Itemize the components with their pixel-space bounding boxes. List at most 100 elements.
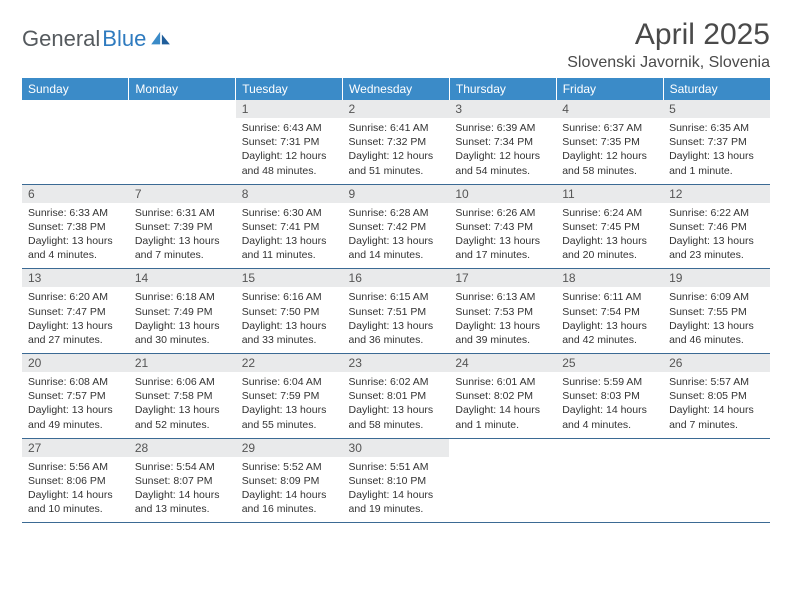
- calendar-cell: 23Sunrise: 6:02 AMSunset: 8:01 PMDayligh…: [343, 354, 450, 439]
- day-body: Sunrise: 6:30 AMSunset: 7:41 PMDaylight:…: [236, 203, 343, 269]
- day-number: 18: [556, 269, 663, 287]
- calendar-cell: 5Sunrise: 6:35 AMSunset: 7:37 PMDaylight…: [663, 100, 770, 184]
- title-block: April 2025 Slovenski Javornik, Slovenia: [567, 18, 770, 72]
- day-number: 1: [236, 100, 343, 118]
- calendar-cell: 19Sunrise: 6:09 AMSunset: 7:55 PMDayligh…: [663, 269, 770, 354]
- day-body: Sunrise: 6:01 AMSunset: 8:02 PMDaylight:…: [449, 372, 556, 438]
- calendar-cell: [556, 438, 663, 523]
- day-body: Sunrise: 6:04 AMSunset: 7:59 PMDaylight:…: [236, 372, 343, 438]
- calendar-cell: 29Sunrise: 5:52 AMSunset: 8:09 PMDayligh…: [236, 438, 343, 523]
- weekday-header: Sunday: [22, 78, 129, 100]
- day-number: 28: [129, 439, 236, 457]
- day-number: 22: [236, 354, 343, 372]
- brand-logo: GeneralBlue: [22, 26, 172, 52]
- calendar-cell: 20Sunrise: 6:08 AMSunset: 7:57 PMDayligh…: [22, 354, 129, 439]
- calendar-cell: 4Sunrise: 6:37 AMSunset: 7:35 PMDaylight…: [556, 100, 663, 184]
- day-number: 2: [343, 100, 450, 118]
- day-body: Sunrise: 6:26 AMSunset: 7:43 PMDaylight:…: [449, 203, 556, 269]
- day-body: Sunrise: 6:39 AMSunset: 7:34 PMDaylight:…: [449, 118, 556, 184]
- calendar-cell: [22, 100, 129, 184]
- calendar-cell: 11Sunrise: 6:24 AMSunset: 7:45 PMDayligh…: [556, 184, 663, 269]
- day-number: 20: [22, 354, 129, 372]
- calendar-cell: 7Sunrise: 6:31 AMSunset: 7:39 PMDaylight…: [129, 184, 236, 269]
- calendar-cell: 15Sunrise: 6:16 AMSunset: 7:50 PMDayligh…: [236, 269, 343, 354]
- calendar-head: SundayMondayTuesdayWednesdayThursdayFrid…: [22, 78, 770, 100]
- weekday-header: Saturday: [663, 78, 770, 100]
- day-number: 4: [556, 100, 663, 118]
- calendar-cell: 25Sunrise: 5:59 AMSunset: 8:03 PMDayligh…: [556, 354, 663, 439]
- calendar-cell: 18Sunrise: 6:11 AMSunset: 7:54 PMDayligh…: [556, 269, 663, 354]
- day-number: 7: [129, 185, 236, 203]
- calendar-table: SundayMondayTuesdayWednesdayThursdayFrid…: [22, 78, 770, 523]
- calendar-cell: 28Sunrise: 5:54 AMSunset: 8:07 PMDayligh…: [129, 438, 236, 523]
- brand-sail-icon: [150, 31, 172, 47]
- calendar-cell: 22Sunrise: 6:04 AMSunset: 7:59 PMDayligh…: [236, 354, 343, 439]
- page-subtitle: Slovenski Javornik, Slovenia: [567, 54, 770, 72]
- day-number: 3: [449, 100, 556, 118]
- day-body: Sunrise: 6:31 AMSunset: 7:39 PMDaylight:…: [129, 203, 236, 269]
- calendar-cell: [663, 438, 770, 523]
- day-body: Sunrise: 6:33 AMSunset: 7:38 PMDaylight:…: [22, 203, 129, 269]
- calendar-body: 1Sunrise: 6:43 AMSunset: 7:31 PMDaylight…: [22, 100, 770, 523]
- day-number: 25: [556, 354, 663, 372]
- brand-part2: Blue: [102, 26, 146, 52]
- weekday-header: Tuesday: [236, 78, 343, 100]
- day-body: Sunrise: 6:15 AMSunset: 7:51 PMDaylight:…: [343, 287, 450, 353]
- day-body: Sunrise: 6:06 AMSunset: 7:58 PMDaylight:…: [129, 372, 236, 438]
- weekday-header: Wednesday: [343, 78, 450, 100]
- calendar-cell: 13Sunrise: 6:20 AMSunset: 7:47 PMDayligh…: [22, 269, 129, 354]
- calendar-cell: 8Sunrise: 6:30 AMSunset: 7:41 PMDaylight…: [236, 184, 343, 269]
- day-number: 24: [449, 354, 556, 372]
- calendar-cell: 24Sunrise: 6:01 AMSunset: 8:02 PMDayligh…: [449, 354, 556, 439]
- page-title: April 2025: [567, 18, 770, 52]
- day-body: Sunrise: 6:13 AMSunset: 7:53 PMDaylight:…: [449, 287, 556, 353]
- day-number: 21: [129, 354, 236, 372]
- weekday-header: Monday: [129, 78, 236, 100]
- header: GeneralBlue April 2025 Slovenski Javorni…: [22, 18, 770, 72]
- calendar-cell: 10Sunrise: 6:26 AMSunset: 7:43 PMDayligh…: [449, 184, 556, 269]
- calendar-cell: [449, 438, 556, 523]
- day-body: Sunrise: 6:08 AMSunset: 7:57 PMDaylight:…: [22, 372, 129, 438]
- day-body: Sunrise: 5:52 AMSunset: 8:09 PMDaylight:…: [236, 457, 343, 523]
- day-body: Sunrise: 6:41 AMSunset: 7:32 PMDaylight:…: [343, 118, 450, 184]
- calendar-cell: 27Sunrise: 5:56 AMSunset: 8:06 PMDayligh…: [22, 438, 129, 523]
- day-number: 10: [449, 185, 556, 203]
- day-body: Sunrise: 6:28 AMSunset: 7:42 PMDaylight:…: [343, 203, 450, 269]
- day-number: 27: [22, 439, 129, 457]
- day-body: Sunrise: 6:22 AMSunset: 7:46 PMDaylight:…: [663, 203, 770, 269]
- calendar-cell: 16Sunrise: 6:15 AMSunset: 7:51 PMDayligh…: [343, 269, 450, 354]
- calendar-cell: 21Sunrise: 6:06 AMSunset: 7:58 PMDayligh…: [129, 354, 236, 439]
- day-number: 23: [343, 354, 450, 372]
- calendar-cell: 17Sunrise: 6:13 AMSunset: 7:53 PMDayligh…: [449, 269, 556, 354]
- calendar-cell: 14Sunrise: 6:18 AMSunset: 7:49 PMDayligh…: [129, 269, 236, 354]
- day-body: Sunrise: 6:11 AMSunset: 7:54 PMDaylight:…: [556, 287, 663, 353]
- calendar-cell: 26Sunrise: 5:57 AMSunset: 8:05 PMDayligh…: [663, 354, 770, 439]
- calendar-week-row: 20Sunrise: 6:08 AMSunset: 7:57 PMDayligh…: [22, 354, 770, 439]
- calendar-cell: 6Sunrise: 6:33 AMSunset: 7:38 PMDaylight…: [22, 184, 129, 269]
- day-number: 6: [22, 185, 129, 203]
- day-body: Sunrise: 6:43 AMSunset: 7:31 PMDaylight:…: [236, 118, 343, 184]
- day-body: Sunrise: 5:59 AMSunset: 8:03 PMDaylight:…: [556, 372, 663, 438]
- day-number: 13: [22, 269, 129, 287]
- weekday-header: Friday: [556, 78, 663, 100]
- calendar-cell: 9Sunrise: 6:28 AMSunset: 7:42 PMDaylight…: [343, 184, 450, 269]
- brand-part1: General: [22, 26, 100, 52]
- day-body: Sunrise: 6:02 AMSunset: 8:01 PMDaylight:…: [343, 372, 450, 438]
- day-body: Sunrise: 5:57 AMSunset: 8:05 PMDaylight:…: [663, 372, 770, 438]
- day-number: 17: [449, 269, 556, 287]
- day-body: Sunrise: 6:37 AMSunset: 7:35 PMDaylight:…: [556, 118, 663, 184]
- calendar-cell: 3Sunrise: 6:39 AMSunset: 7:34 PMDaylight…: [449, 100, 556, 184]
- day-number: 30: [343, 439, 450, 457]
- day-body: Sunrise: 6:20 AMSunset: 7:47 PMDaylight:…: [22, 287, 129, 353]
- day-body: Sunrise: 5:51 AMSunset: 8:10 PMDaylight:…: [343, 457, 450, 523]
- day-number: 9: [343, 185, 450, 203]
- day-number: 15: [236, 269, 343, 287]
- day-number: 5: [663, 100, 770, 118]
- day-body: Sunrise: 5:56 AMSunset: 8:06 PMDaylight:…: [22, 457, 129, 523]
- day-body: Sunrise: 6:09 AMSunset: 7:55 PMDaylight:…: [663, 287, 770, 353]
- calendar-cell: 30Sunrise: 5:51 AMSunset: 8:10 PMDayligh…: [343, 438, 450, 523]
- day-number: 11: [556, 185, 663, 203]
- day-number: 19: [663, 269, 770, 287]
- calendar-cell: 2Sunrise: 6:41 AMSunset: 7:32 PMDaylight…: [343, 100, 450, 184]
- day-body: Sunrise: 6:16 AMSunset: 7:50 PMDaylight:…: [236, 287, 343, 353]
